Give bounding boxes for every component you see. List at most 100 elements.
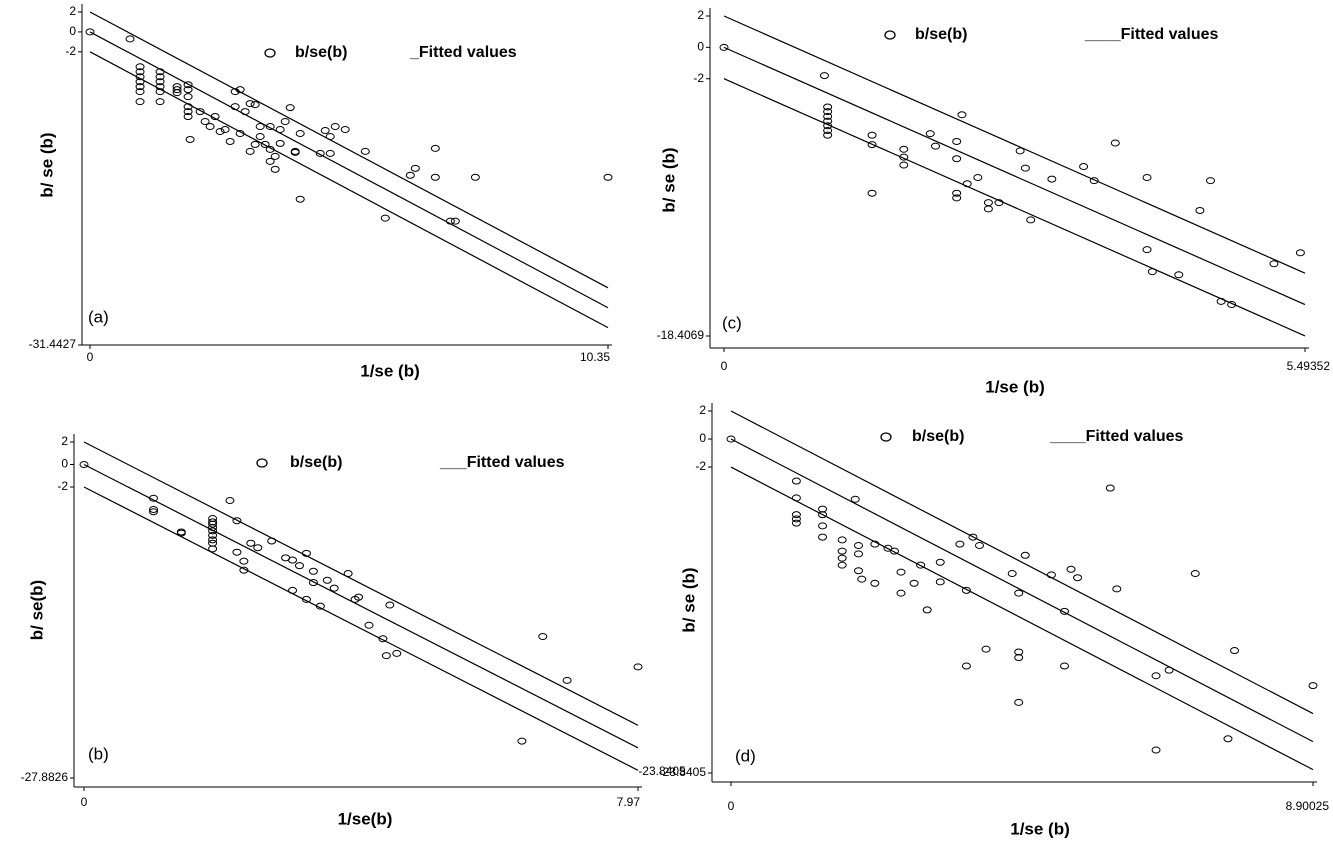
point	[1059, 662, 1069, 670]
point	[155, 78, 165, 86]
point	[232, 517, 242, 525]
point	[791, 515, 801, 523]
point	[870, 579, 880, 587]
point	[823, 126, 833, 134]
point	[250, 140, 260, 148]
point	[380, 214, 390, 222]
point	[562, 676, 572, 684]
panel-label: (a)	[88, 307, 109, 326]
point	[791, 519, 801, 527]
point	[1073, 574, 1083, 582]
point	[1066, 565, 1076, 573]
point	[925, 130, 935, 138]
point	[255, 123, 265, 131]
point	[922, 606, 932, 614]
point	[208, 514, 218, 522]
point	[385, 601, 395, 609]
point	[633, 663, 643, 671]
point	[330, 123, 340, 131]
point	[270, 165, 280, 173]
point	[1047, 175, 1057, 183]
point	[225, 137, 235, 145]
point	[1195, 206, 1205, 214]
y-tick-label: -27.8826	[21, 770, 69, 784]
point	[135, 98, 145, 106]
point	[818, 522, 828, 530]
point	[837, 536, 847, 544]
point	[1295, 249, 1305, 257]
x-tick-label: 0	[81, 795, 88, 809]
point	[239, 557, 249, 565]
point	[208, 527, 218, 535]
point	[909, 579, 919, 587]
point	[294, 562, 304, 570]
point	[837, 561, 847, 569]
point	[1142, 174, 1152, 182]
point	[974, 541, 984, 549]
point	[719, 43, 729, 51]
point	[899, 161, 909, 169]
point	[208, 536, 218, 544]
point	[603, 173, 613, 181]
point	[208, 545, 218, 553]
point	[1227, 301, 1237, 309]
legend-marker	[264, 48, 276, 58]
fitted-line	[730, 410, 1314, 715]
point	[364, 621, 374, 629]
annotation: -23.8405	[638, 764, 686, 778]
point	[837, 554, 847, 562]
point	[320, 126, 330, 134]
point	[135, 63, 145, 71]
panel-label: (d)	[735, 746, 756, 765]
point	[823, 112, 833, 120]
point	[867, 141, 877, 149]
point	[823, 103, 833, 111]
point	[149, 508, 159, 516]
point	[854, 550, 864, 558]
point	[220, 125, 230, 133]
point	[265, 123, 275, 131]
point	[315, 149, 325, 157]
y-tick-label: -18.4069	[657, 328, 705, 342]
point	[135, 83, 145, 91]
point	[250, 101, 260, 109]
point	[290, 148, 300, 156]
point	[275, 125, 285, 133]
y-tick-label: -23.8405	[659, 765, 707, 779]
point	[1112, 585, 1122, 593]
point	[340, 125, 350, 133]
point	[288, 556, 298, 564]
x-axis-label: 1/se (b)	[985, 377, 1045, 396]
x-axis-label: 1/se (b)	[1010, 819, 1070, 838]
point	[1206, 177, 1216, 185]
fitted-line	[723, 15, 1306, 274]
y-tick-label: 0	[61, 457, 68, 471]
point	[301, 595, 311, 603]
point	[935, 558, 945, 566]
point	[208, 518, 218, 526]
point	[1142, 246, 1152, 254]
point	[405, 171, 415, 179]
point	[325, 149, 335, 157]
point	[255, 132, 265, 140]
point	[968, 533, 978, 541]
point	[857, 575, 867, 583]
point	[280, 118, 290, 126]
fitted-line	[83, 486, 639, 771]
y-tick-label: 2	[69, 4, 76, 18]
y-tick-label: 0	[697, 40, 704, 54]
point	[1089, 177, 1099, 185]
point	[850, 495, 860, 503]
y-tick-label: -2	[65, 44, 76, 58]
y-tick-label: -2	[695, 459, 706, 473]
point	[983, 205, 993, 213]
point	[125, 35, 135, 43]
point	[517, 737, 527, 745]
x-tick-label: 0	[87, 350, 94, 364]
point	[1308, 682, 1318, 690]
point	[322, 576, 332, 584]
point	[955, 540, 965, 548]
point	[232, 548, 242, 556]
point	[225, 496, 235, 504]
